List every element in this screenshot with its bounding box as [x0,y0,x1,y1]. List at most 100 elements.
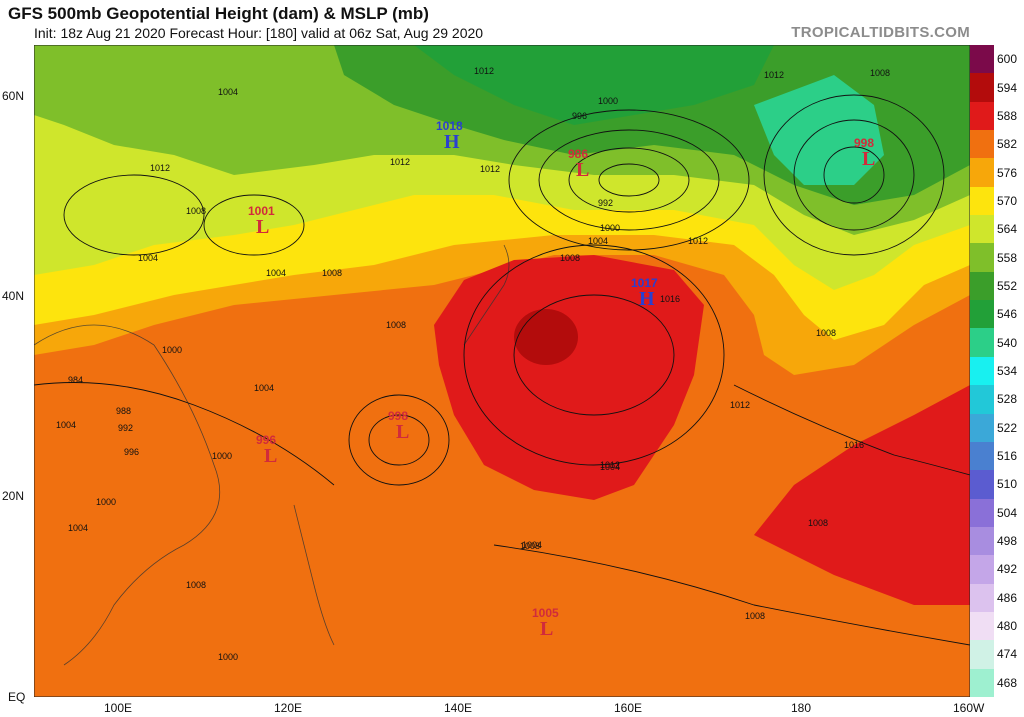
colorbar-label: 582 [997,137,1018,152]
isobar-label: 1008 [386,320,407,330]
colorbar-swatch [970,186,994,216]
isobar-label: 1004 [218,87,239,97]
pressure-center-value: 1005 [532,606,559,620]
lat-label-60n: 60N [2,89,25,103]
pressure-center-value: 1018 [436,119,463,133]
colorbar-label: 570 [997,193,1018,208]
isobar [823,146,885,204]
isobar-label: 1004 [522,540,543,550]
colorbar-label: 474 [997,647,1018,662]
isobar [508,109,750,251]
isobar [763,94,945,256]
pressure-center-value: 998 [388,409,409,423]
colorbar-swatch [970,498,994,528]
colorbar-swatch [970,668,994,698]
pressure-center-value: 996 [256,433,277,447]
high-pressure-marker: H [444,131,460,153]
colorbar-label: 468 [997,675,1018,690]
field-546 [414,45,774,125]
low-pressure-marker: L [540,618,554,640]
field-594 [514,309,578,365]
isobar [34,382,335,486]
coastline-philippines [293,504,335,646]
lon-label-100e: 100E [104,701,133,715]
colorbar-swatch [970,158,994,188]
field-588-east [754,385,970,605]
isobar-label: 996 [124,447,140,457]
colorbar-swatch [970,101,994,131]
low-pressure-marker: L [256,216,270,238]
field-588 [434,255,704,500]
isobar-label: 1004 [68,523,89,533]
isobar-label: 1000 [600,223,621,233]
isobar-label: 996 [572,111,588,121]
colorbar-swatch [970,526,994,556]
isobar [368,414,430,466]
isobar-label: 1016 [844,440,865,450]
colorbar: 600 594 588 582 576 570 564 558 552 546 540 534 528 5… [970,45,1024,698]
colorbar-swatch [970,300,994,329]
colorbar-label: 516 [997,449,1018,464]
lon-label-140e: 140E [444,701,473,715]
isobar-label: 988 [116,406,132,416]
isobar-label: 1004 [138,253,159,263]
colorbar-swatch [970,73,994,103]
colorbar-swatch [970,356,994,386]
isobar [568,147,690,213]
colorbar-label: 594 [997,80,1018,95]
colorbar-label: 504 [997,505,1018,520]
colorbar-swatch [970,640,994,670]
colorbar-label: 576 [997,165,1018,180]
lat-label-eq: EQ [8,690,26,704]
isobar-label: 1004 [254,383,275,393]
colorbar-swatch [970,385,994,415]
coastline-asia [34,324,221,666]
isobar-label: 1016 [660,294,681,304]
isobar-label: 1008 [186,580,207,590]
colorbar-label: 492 [997,562,1018,577]
isobar [793,119,915,231]
isobar-label: 992 [118,423,134,433]
low-pressure-marker: L [576,159,590,181]
lon-label-120e: 120E [274,701,303,715]
isobar-label: 1004 [266,268,287,278]
isobar-label: 1008 [816,328,837,338]
isobar [63,174,205,256]
lon-label-160e: 160E [614,701,643,715]
isobar-label: 1008 [745,611,766,621]
colorbar-swatch [970,441,994,471]
isobar [513,294,675,416]
isobar-label: 1008 [186,206,207,216]
colorbar-swatch [970,243,994,273]
pressure-center-value: 998 [854,136,875,150]
isobar [203,194,305,256]
isobar-label: 1012 [390,157,411,167]
isobar [598,163,660,197]
weather-map [34,45,970,697]
isobar [538,129,720,231]
colorbar-swatch [970,470,994,500]
coastline-japan [463,244,510,346]
lon-label-160w: 160W [953,701,985,715]
colorbar-label: 600 [997,52,1018,67]
colorbar-label: 528 [997,392,1018,407]
isobar-label: 1000 [598,96,619,106]
colorbar-swatch [970,215,994,244]
map-subtitle: Init: 18z Aug 21 2020 Forecast Hour: [18… [34,25,484,41]
lat-label-20n: 20N [2,489,25,503]
isobar-label: 1008 [808,518,829,528]
pressure-center-value: 1017 [631,276,658,290]
colorbar-label: 558 [997,250,1018,265]
isobar [493,544,970,646]
low-pressure-marker: L [264,445,278,467]
isobar-label: 1012 [688,236,709,246]
colorbar-label: 480 [997,619,1018,634]
isobar-label: 1000 [212,451,233,461]
brand-watermark: TROPICALTIDBITS.COM [791,24,970,41]
colorbar-label: 486 [997,590,1018,605]
colorbar-swatch [970,611,994,641]
colorbar-swatch [970,271,994,301]
isobar-label: 1004 [600,462,621,472]
pressure-center-value: 986 [568,147,589,161]
colorbar-label: 522 [997,420,1018,435]
